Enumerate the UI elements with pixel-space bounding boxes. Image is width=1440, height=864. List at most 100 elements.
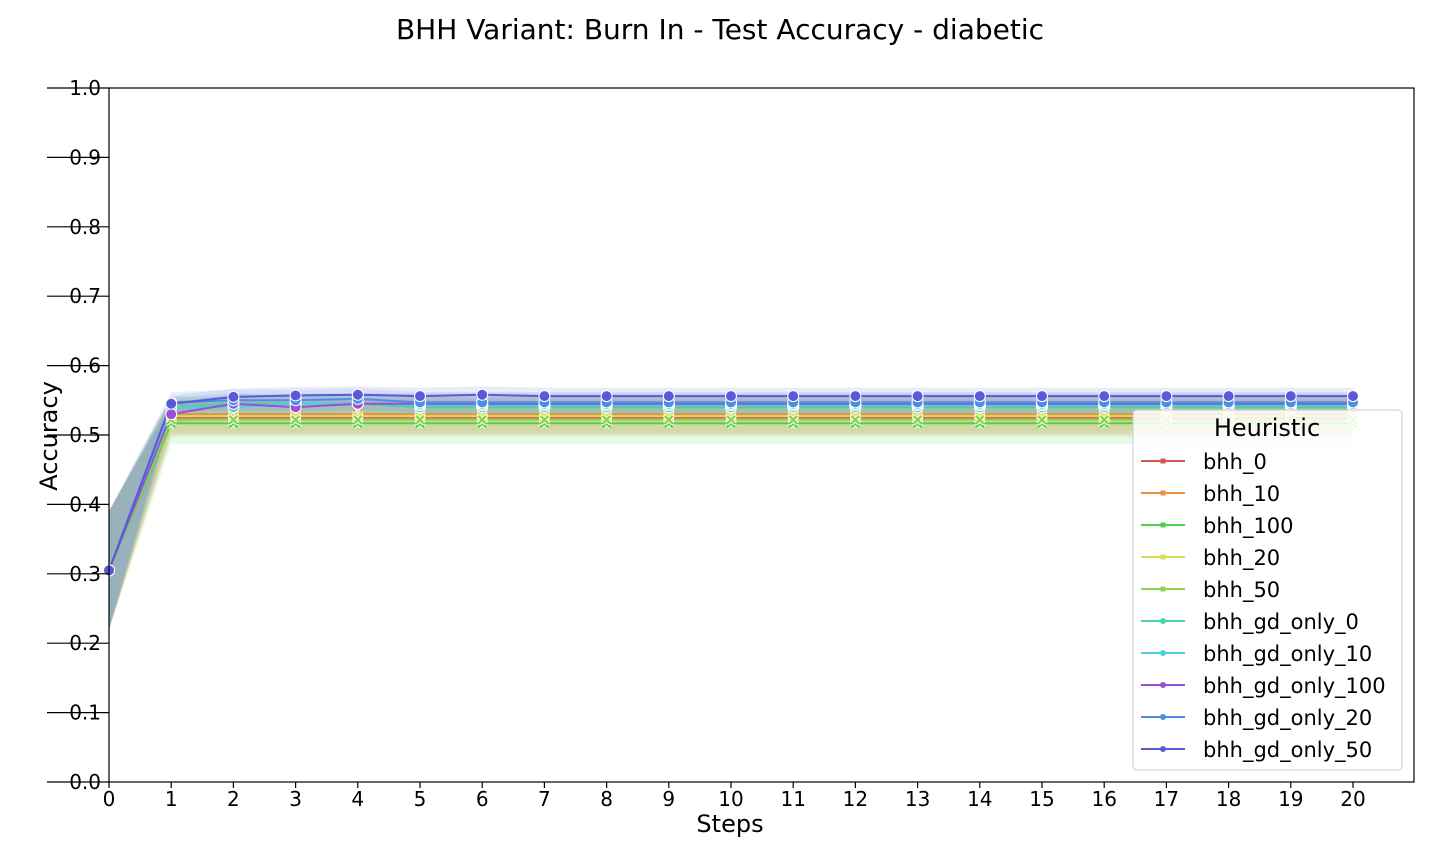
x-tick-label: 16 — [1091, 787, 1116, 811]
legend: Heuristic bhh_0 bhh_10 bhh_100 bhh_20 bhh_50… — [1132, 409, 1403, 771]
data-point — [165, 408, 178, 421]
data-point — [165, 397, 178, 410]
x-tick-label: 19 — [1278, 787, 1303, 811]
legend-label: bhh_gd_only_50 — [1203, 738, 1372, 763]
legend-item-bhh_gd_only_20: bhh_gd_only_20 — [1141, 706, 1372, 731]
data-point — [290, 414, 302, 426]
x-tick-label: 17 — [1154, 787, 1179, 811]
legend-items: bhh_0 bhh_10 bhh_100 bhh_20 bhh_50 bhh_gd_onl… — [1141, 450, 1386, 763]
x-axis-ticks: 0 1 2 3 4 5 6 7 8 9 10 11 12 13 14 15 16 17 18 19 20 — [103, 782, 1366, 811]
legend-marker — [1160, 618, 1166, 624]
y-tick-label: 0.0 — [69, 770, 101, 794]
y-tick-label: 0.4 — [69, 492, 101, 516]
y-axis-label: Accuracy — [35, 381, 63, 491]
data-point — [663, 414, 675, 426]
data-point — [600, 390, 613, 403]
legend-item-bhh_gd_only_50: bhh_gd_only_50 — [1141, 738, 1372, 763]
data-point — [912, 414, 924, 426]
legend-item-bhh_100: bhh_100 — [1141, 514, 1294, 539]
data-point — [227, 414, 239, 426]
data-point — [1036, 390, 1048, 403]
legend-marker — [1160, 554, 1166, 560]
data-point — [414, 390, 426, 403]
y-tick-label: 0.9 — [69, 145, 101, 169]
legend-title: Heuristic — [1214, 414, 1320, 442]
legend-label: bhh_100 — [1203, 514, 1294, 539]
data-point — [974, 414, 986, 426]
legend-label: bhh_gd_only_100 — [1203, 674, 1386, 699]
data-point — [911, 390, 924, 403]
data-point — [351, 388, 364, 401]
x-tick-label: 2 — [227, 787, 240, 811]
legend-label: bhh_20 — [1203, 546, 1280, 571]
data-point — [1036, 414, 1048, 426]
data-point — [1347, 390, 1359, 403]
legend-marker — [1160, 746, 1166, 752]
legend-item-bhh_10: bhh_10 — [1141, 482, 1280, 507]
legend-marker — [1160, 650, 1166, 656]
legend-marker — [1160, 714, 1166, 720]
legend-label: bhh_gd_only_10 — [1203, 642, 1372, 667]
x-tick-label: 15 — [1029, 787, 1054, 811]
legend-item-bhh_0: bhh_0 — [1141, 450, 1267, 475]
x-tick-label: 5 — [414, 787, 427, 811]
legend-marker — [1160, 522, 1166, 528]
data-point — [601, 414, 613, 426]
y-tick-label: 0.2 — [69, 631, 101, 655]
x-tick-label: 0 — [103, 787, 116, 811]
data-point — [725, 390, 737, 403]
legend-item-bhh_gd_only_10: bhh_gd_only_10 — [1141, 642, 1372, 667]
y-tick-label: 0.5 — [69, 423, 101, 447]
legend-label: bhh_50 — [1203, 578, 1280, 603]
x-tick-label: 12 — [843, 787, 868, 811]
data-point — [1222, 390, 1235, 403]
data-point — [476, 414, 488, 426]
x-tick-label: 1 — [165, 787, 178, 811]
legend-label: bhh_gd_only_20 — [1203, 706, 1372, 731]
legend-marker — [1160, 586, 1166, 592]
legend-item-bhh_50: bhh_50 — [1141, 578, 1280, 603]
x-tick-label: 18 — [1216, 787, 1241, 811]
data-point — [849, 414, 861, 426]
y-axis-ticks: 0.0 0.1 0.2 0.3 0.4 0.5 0.6 0.7 0.8 0.9 1.0 — [47, 76, 109, 794]
data-point — [787, 414, 799, 426]
data-point — [787, 390, 800, 403]
legend-item-bhh_gd_only_100: bhh_gd_only_100 — [1141, 674, 1386, 699]
legend-marker — [1160, 490, 1166, 496]
legend-marker — [1160, 458, 1166, 464]
x-tick-label: 14 — [967, 787, 992, 811]
x-tick-label: 4 — [351, 787, 364, 811]
data-point — [227, 390, 240, 403]
x-tick-label: 20 — [1340, 787, 1365, 811]
x-axis-label: Steps — [696, 810, 763, 838]
legend-label: bhh_gd_only_0 — [1203, 610, 1359, 635]
data-point — [849, 390, 862, 403]
legend-marker — [1160, 682, 1166, 688]
y-tick-label: 0.3 — [69, 562, 101, 586]
x-tick-label: 9 — [662, 787, 675, 811]
x-tick-label: 7 — [538, 787, 551, 811]
data-point — [352, 414, 364, 426]
data-point — [1098, 414, 1110, 426]
x-tick-label: 10 — [718, 787, 743, 811]
legend-item-bhh_gd_only_0: bhh_gd_only_0 — [1141, 610, 1359, 635]
y-tick-label: 0.6 — [69, 354, 101, 378]
data-point — [725, 414, 737, 426]
data-point — [1098, 390, 1111, 403]
x-tick-label: 8 — [600, 787, 613, 811]
data-point — [973, 390, 986, 403]
y-tick-label: 0.8 — [69, 215, 101, 239]
x-tick-label: 6 — [476, 787, 489, 811]
chart-title: BHH Variant: Burn In - Test Accuracy - d… — [396, 13, 1044, 46]
x-tick-label: 13 — [905, 787, 930, 811]
y-tick-label: 0.1 — [69, 701, 101, 725]
data-point — [1284, 390, 1297, 403]
y-tick-label: 1.0 — [69, 76, 101, 100]
legend-item-bhh_20: bhh_20 — [1141, 546, 1280, 571]
data-point — [476, 388, 489, 401]
data-point — [538, 414, 550, 426]
legend-label: bhh_10 — [1203, 482, 1280, 507]
data-point — [414, 414, 426, 426]
data-point — [1160, 390, 1173, 403]
